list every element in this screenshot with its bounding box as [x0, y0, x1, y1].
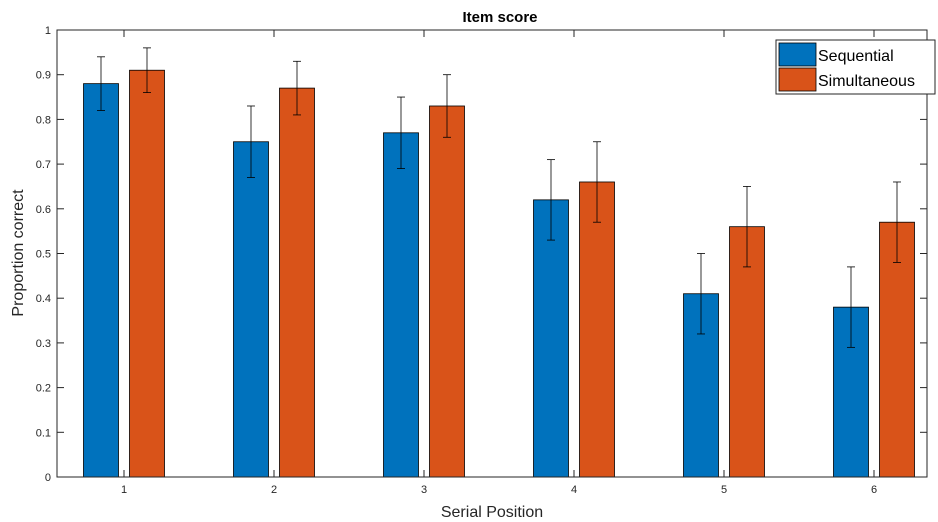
x-axis: 1 2 3 4 5 6 — [121, 30, 877, 496]
legend-label-simultaneous: Simultaneous — [818, 73, 915, 90]
error-bar-simultaneous-6 — [893, 181, 901, 263]
bar-simultaneous-1 — [129, 69, 165, 478]
x-tick-label: 4 — [571, 484, 577, 496]
y-tick-label: 0.4 — [36, 293, 51, 305]
x-tick-label: 5 — [721, 484, 727, 496]
bar-sequential-1 — [83, 83, 119, 478]
error-bar-simultaneous-5 — [743, 186, 751, 268]
error-bar-sequential-6 — [847, 266, 855, 348]
y-tick-label: 0.5 — [36, 249, 51, 261]
legend-swatch-simultaneous — [778, 67, 817, 92]
x-tick-label: 2 — [271, 484, 277, 496]
y-axis-title: Proportion correct — [10, 189, 27, 317]
error-bar-sequential-4 — [547, 159, 555, 241]
y-tick-label: 0.2 — [36, 383, 51, 395]
legend: Sequential Simultaneous — [775, 39, 936, 95]
axes-box — [56, 29, 928, 478]
error-bar-simultaneous-4 — [593, 141, 601, 223]
y-tick-label: 0.9 — [36, 70, 51, 82]
y-tick-label: 0.7 — [36, 159, 51, 171]
error-bar-sequential-1 — [97, 56, 105, 111]
error-bar-simultaneous-3 — [443, 74, 451, 138]
bars-layer — [83, 69, 915, 478]
bar-simultaneous-4 — [579, 181, 615, 478]
error-bar-sequential-2 — [247, 105, 255, 178]
error-bar-simultaneous-1 — [143, 47, 151, 93]
y-axis: 0 0.1 0.2 0.3 0.4 0.5 0.6 0.7 0.8 0.9 1 — [36, 25, 927, 484]
bar-simultaneous-3 — [429, 105, 465, 478]
error-bar-sequential-3 — [397, 96, 405, 169]
x-tick-label: 6 — [871, 484, 877, 496]
x-tick-label: 1 — [121, 484, 127, 496]
bar-sequential-4 — [533, 199, 569, 478]
bar-sequential-3 — [383, 132, 419, 478]
legend-label-sequential: Sequential — [818, 48, 894, 65]
y-tick-label: 0.6 — [36, 204, 51, 216]
legend-swatch-sequential — [778, 42, 817, 67]
error-bars-layer — [97, 47, 901, 348]
y-tick-label: 0 — [45, 472, 51, 484]
chart-title: Item score — [462, 9, 537, 26]
y-tick-label: 0.1 — [36, 427, 51, 439]
y-tick-label: 1 — [45, 25, 51, 37]
x-axis-title: Serial Position — [441, 504, 543, 521]
x-tick-label: 3 — [421, 484, 427, 496]
bar-simultaneous-6 — [879, 221, 915, 478]
y-tick-label: 0.8 — [36, 114, 51, 126]
bar-sequential-2 — [233, 141, 269, 478]
bar-simultaneous-2 — [279, 87, 315, 478]
error-bar-simultaneous-2 — [293, 60, 301, 116]
y-tick-label: 0.3 — [36, 338, 51, 350]
error-bar-sequential-5 — [697, 253, 705, 335]
